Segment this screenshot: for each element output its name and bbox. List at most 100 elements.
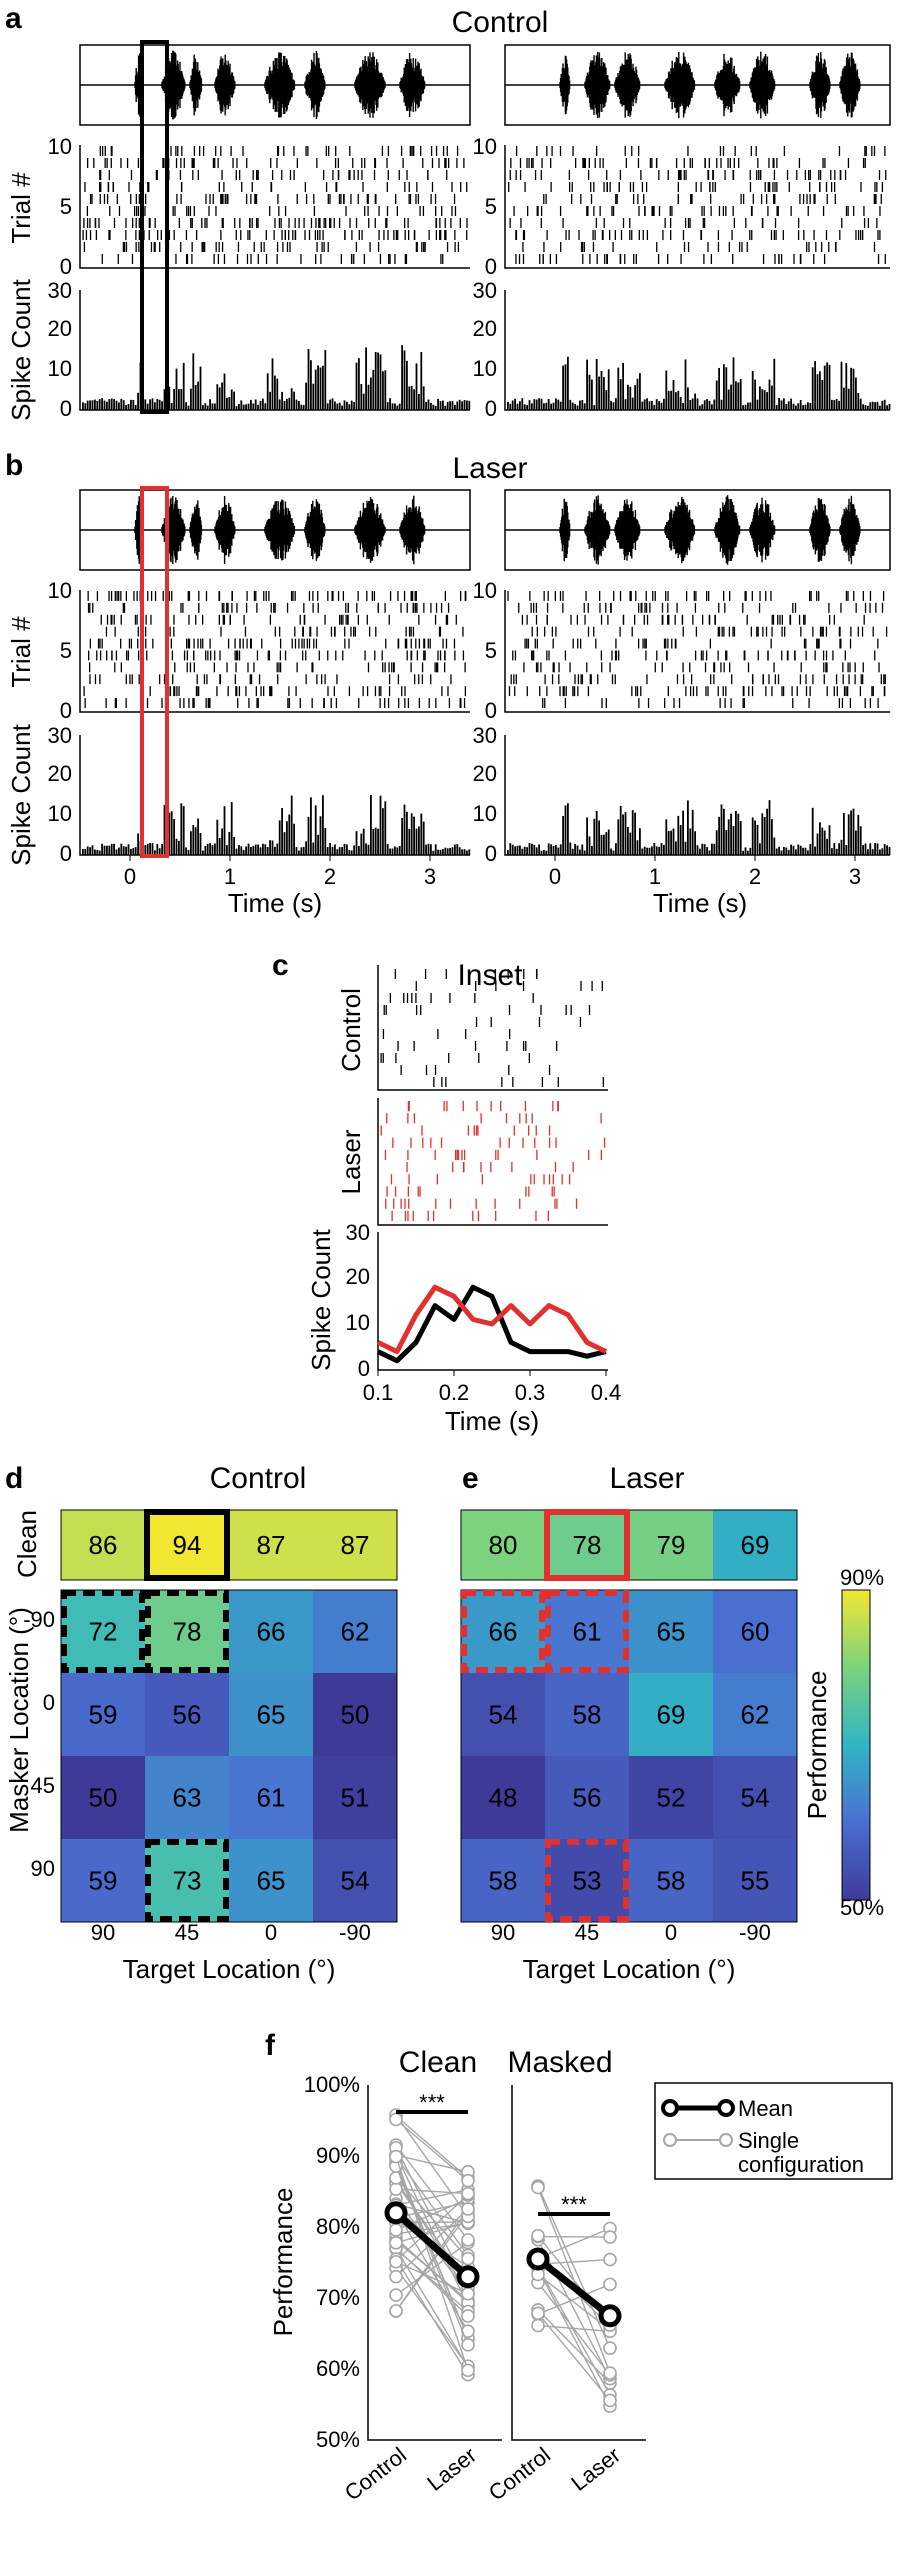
psth-bar	[821, 827, 824, 855]
psth-bar	[682, 810, 684, 855]
psth-bar	[732, 357, 735, 410]
inset-laser-label: Laser	[336, 1129, 366, 1194]
psth-bar	[432, 850, 435, 855]
psth-bar	[158, 848, 161, 855]
panel-f-legend: Mean Single configuration	[654, 2082, 893, 2180]
clean-cell	[461, 1510, 545, 1580]
single-config-point	[389, 2304, 403, 2318]
masked-cell-value: 65	[657, 1617, 686, 1647]
panel-a-left-psth	[79, 290, 471, 411]
psth-bar	[511, 844, 514, 855]
psth-bar	[790, 398, 792, 410]
psth-bar	[278, 820, 281, 855]
tick: 0	[485, 841, 497, 866]
psth-bar	[598, 820, 600, 855]
single-config-line	[395, 2144, 469, 2241]
psth-bar	[648, 401, 651, 410]
psth-bar	[293, 391, 295, 410]
psth-bar	[144, 845, 147, 855]
colorbar-min: 50%	[840, 1895, 884, 1920]
psth-bar	[367, 844, 370, 855]
psth-bar	[259, 847, 262, 855]
psth-bar	[266, 847, 269, 855]
psth-bar	[651, 400, 653, 410]
tick: 20	[473, 316, 497, 341]
clean-cell	[145, 1510, 229, 1580]
psth-bar	[684, 841, 687, 855]
psth-bar	[434, 405, 437, 410]
psth-bar	[658, 401, 660, 410]
single-config-line	[537, 2239, 611, 2380]
clean-cell-value: 69	[741, 1530, 770, 1560]
psth-bar	[723, 364, 725, 410]
psth-bar	[173, 389, 175, 410]
psth-bar	[521, 398, 524, 410]
psth-bar	[245, 404, 247, 410]
psth-bar	[437, 849, 439, 855]
masked-cell	[313, 1673, 397, 1756]
psth-bar	[216, 819, 219, 855]
psth-bar	[523, 404, 526, 410]
psth-bar	[182, 362, 185, 410]
psth-bar	[581, 844, 584, 855]
single-config-point	[389, 2288, 403, 2302]
psth-bar	[646, 847, 648, 855]
psth-bar	[569, 399, 572, 410]
panel-d-axes: Clean Masker Location (°) -90 0 45 90 90…	[4, 1510, 371, 1984]
psth-bar	[588, 374, 591, 410]
psth-bar	[571, 402, 574, 410]
psth-bar	[307, 349, 310, 410]
psth-bar	[804, 847, 807, 855]
tick: -90	[739, 1920, 771, 1945]
psth-bar	[663, 398, 665, 410]
single-config-point	[603, 2366, 617, 2380]
psth-bar	[346, 401, 348, 410]
psth-bar	[336, 403, 339, 410]
single-config-point	[461, 2309, 475, 2323]
psth-bar	[250, 847, 252, 855]
psth-bar	[377, 352, 379, 410]
psth-bar	[768, 379, 771, 410]
psth-bar	[881, 400, 884, 410]
psth-bar	[864, 843, 867, 855]
psth-bar	[516, 403, 519, 410]
psth-bar	[446, 401, 449, 410]
psth-bar	[547, 843, 550, 855]
psth-bar	[163, 389, 166, 410]
single-config-line	[537, 2309, 611, 2384]
masked-cell	[461, 1756, 545, 1839]
psth-bar	[235, 848, 238, 855]
psth-bar	[562, 815, 564, 855]
psth-bar	[708, 400, 711, 410]
psth-bar	[725, 829, 728, 855]
panel-letter-a: a	[5, 2, 22, 35]
psth-bar	[636, 840, 639, 855]
single-config-line	[395, 2194, 469, 2262]
single-config-point	[389, 2235, 403, 2250]
psth-bar	[855, 377, 857, 410]
psth-bar	[562, 365, 564, 410]
psth-bar	[802, 847, 804, 855]
psth-bar	[567, 356, 569, 410]
psth-bar	[627, 827, 629, 855]
psth-bar	[665, 819, 668, 855]
psth-bar	[677, 815, 680, 855]
panel-e-title: Laser	[609, 1462, 684, 1495]
psth-bar	[643, 399, 646, 410]
psth-bar	[170, 811, 173, 855]
psth-bar	[857, 393, 860, 410]
psth-bar	[605, 832, 608, 855]
psth-bar	[242, 849, 245, 855]
psth-bar	[610, 848, 612, 855]
psth-bar	[768, 800, 771, 855]
psth-bar	[314, 369, 317, 410]
psth-bar	[458, 399, 461, 410]
psth-bar	[624, 812, 627, 855]
psth-bar	[543, 850, 545, 855]
psth-bar	[790, 844, 792, 855]
psth-bar	[727, 819, 730, 855]
psth-bar	[86, 846, 89, 855]
tick: 5	[485, 194, 497, 219]
psth-bar	[859, 398, 862, 410]
single-config-line	[395, 2154, 469, 2173]
